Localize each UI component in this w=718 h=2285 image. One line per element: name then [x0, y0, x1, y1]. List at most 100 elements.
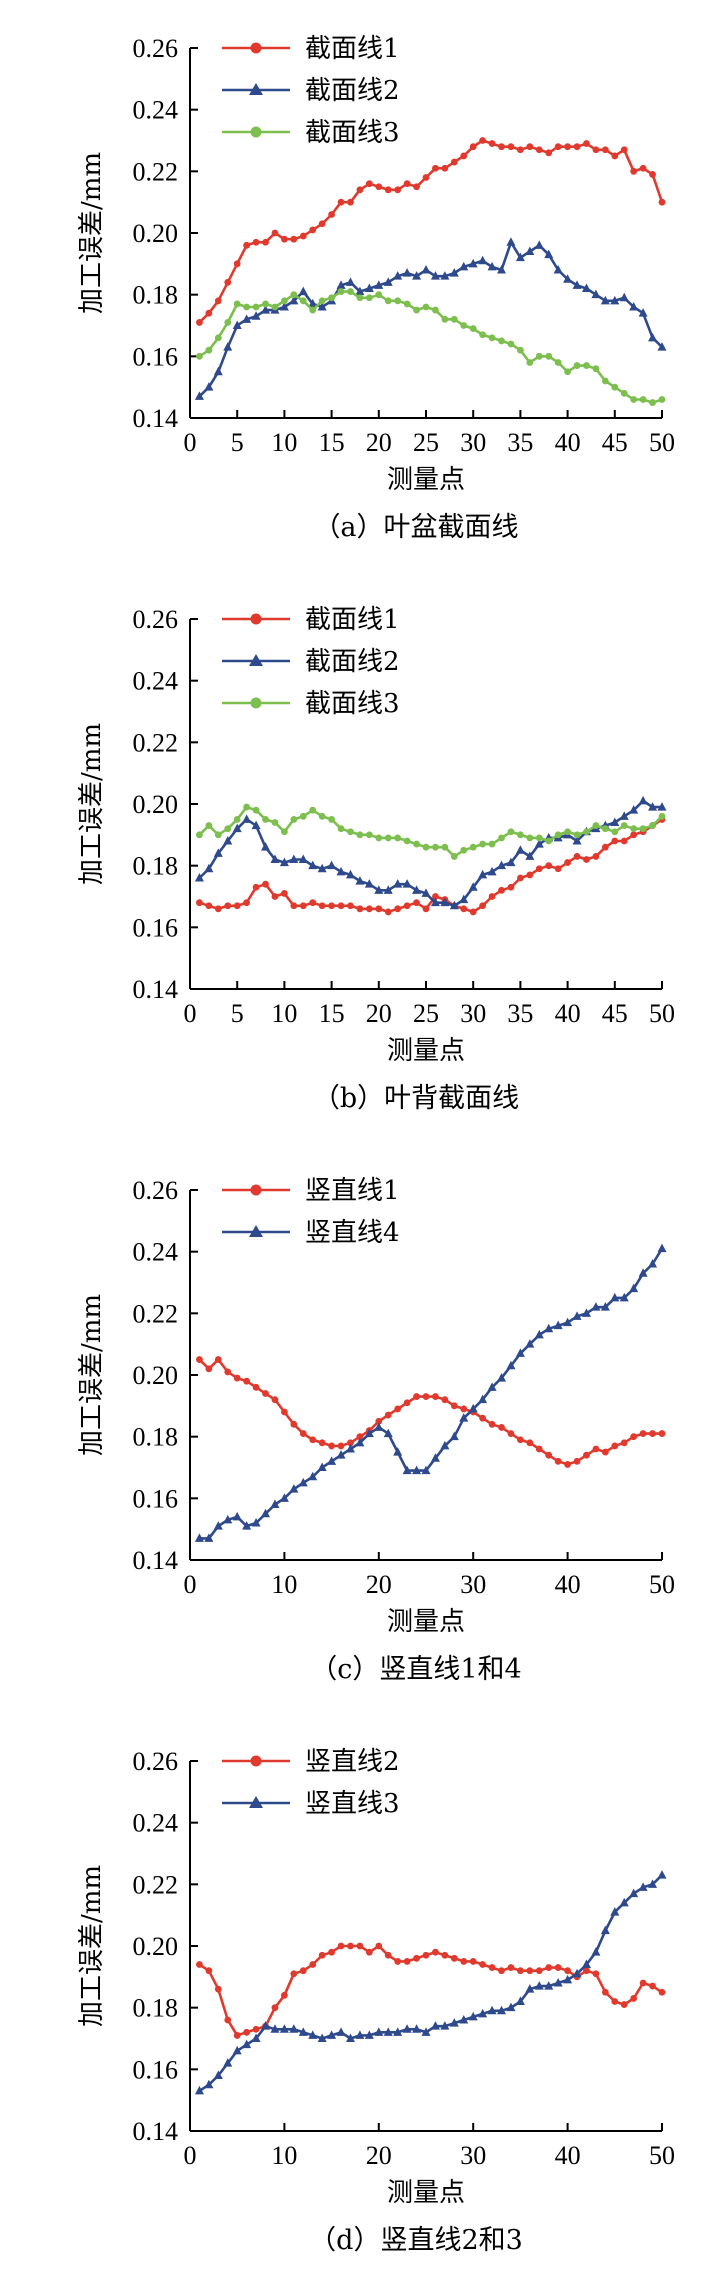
data-point	[317, 2033, 327, 2042]
data-point	[337, 902, 345, 910]
data-point	[610, 295, 620, 305]
data-point	[545, 149, 553, 157]
data-point	[196, 319, 203, 326]
data-point	[460, 152, 468, 160]
data-point	[545, 1451, 553, 1459]
legend-label: 竖直线3	[305, 1789, 400, 1819]
data-point	[526, 1439, 534, 1447]
data-point	[515, 1348, 525, 1357]
data-point	[403, 1399, 411, 1407]
data-point	[327, 2030, 337, 2039]
y-tick-label: 0.16	[133, 1484, 179, 1513]
data-point	[630, 167, 638, 175]
data-point	[507, 828, 515, 836]
data-point	[318, 297, 326, 305]
data-point	[252, 238, 260, 246]
data-point	[356, 905, 364, 913]
data-point	[432, 893, 439, 900]
data-point	[318, 220, 326, 228]
data-point	[232, 2045, 242, 2055]
data-point	[600, 1925, 610, 1935]
data-point	[658, 396, 666, 403]
data-point	[223, 342, 233, 351]
data-point	[289, 295, 299, 305]
data-point	[629, 805, 639, 814]
x-tick-label: 15	[319, 999, 345, 1028]
data-point	[591, 289, 601, 299]
x-tick-label: 40	[555, 999, 581, 1028]
data-point	[261, 842, 271, 851]
data-point	[251, 311, 261, 320]
data-point	[629, 302, 639, 311]
data-point	[432, 306, 439, 314]
data-point	[365, 1948, 373, 1956]
data-point	[328, 1948, 335, 1956]
data-point	[345, 2033, 355, 2042]
data-point	[298, 1477, 308, 1487]
data-point	[450, 1402, 458, 1410]
data-point	[374, 885, 384, 894]
series-line-2	[198, 1874, 663, 2092]
data-point	[289, 854, 299, 863]
data-point	[252, 883, 260, 891]
data-point	[573, 362, 581, 369]
data-point	[517, 1967, 524, 1975]
data-point	[214, 905, 222, 913]
data-point	[544, 1981, 554, 1990]
data-point	[572, 1968, 582, 1978]
y-tick-label: 0.20	[133, 790, 179, 819]
x-tick-label: 20	[366, 2141, 392, 2170]
data-point	[364, 879, 374, 888]
data-point	[364, 1428, 374, 1438]
data-point	[298, 2027, 308, 2036]
data-point	[581, 1959, 591, 1968]
y-tick-label: 0.24	[133, 1238, 179, 1267]
data-point	[262, 238, 269, 246]
data-point	[243, 303, 251, 311]
data-point	[459, 2015, 469, 2024]
x-tick-label: 50	[649, 428, 675, 457]
data-point	[403, 1958, 411, 1965]
data-point	[544, 1323, 554, 1333]
data-point	[412, 885, 422, 894]
data-point	[384, 186, 392, 194]
data-point	[459, 894, 469, 904]
data-point	[393, 879, 403, 888]
data-point	[196, 899, 203, 907]
data-point	[243, 1377, 251, 1385]
data-point	[375, 905, 383, 913]
x-tick-label: 10	[271, 1570, 297, 1599]
y-tick-label: 0.22	[133, 1870, 179, 1899]
data-point	[564, 859, 571, 866]
data-point	[289, 2024, 299, 2033]
data-point	[564, 368, 571, 376]
data-point	[441, 1951, 449, 1959]
data-point	[384, 1411, 392, 1419]
y-axis-label: 加工误差/mm	[77, 152, 107, 314]
data-point	[365, 294, 373, 302]
data-point	[440, 897, 450, 907]
data-point	[309, 226, 317, 234]
x-tick-label: 0	[184, 999, 197, 1028]
data-point	[611, 828, 619, 836]
x-tick-label: 40	[555, 2141, 581, 2170]
data-point	[488, 840, 496, 848]
data-point	[629, 1888, 639, 1898]
data-point	[450, 315, 458, 323]
data-point	[194, 1533, 204, 1542]
data-point	[375, 1942, 383, 1950]
data-point	[639, 1430, 647, 1437]
data-point	[498, 834, 505, 842]
data-point	[224, 2016, 232, 2024]
data-point	[583, 140, 590, 147]
data-point	[657, 342, 667, 351]
data-point	[345, 869, 355, 879]
data-point	[450, 158, 458, 166]
data-point	[299, 1430, 307, 1437]
data-point	[270, 1499, 280, 1508]
x-tick-label: 30	[460, 2141, 486, 2170]
data-point	[526, 1967, 534, 1975]
data-point	[412, 271, 422, 280]
x-tick-label: 45	[602, 428, 628, 457]
data-point	[449, 900, 459, 910]
